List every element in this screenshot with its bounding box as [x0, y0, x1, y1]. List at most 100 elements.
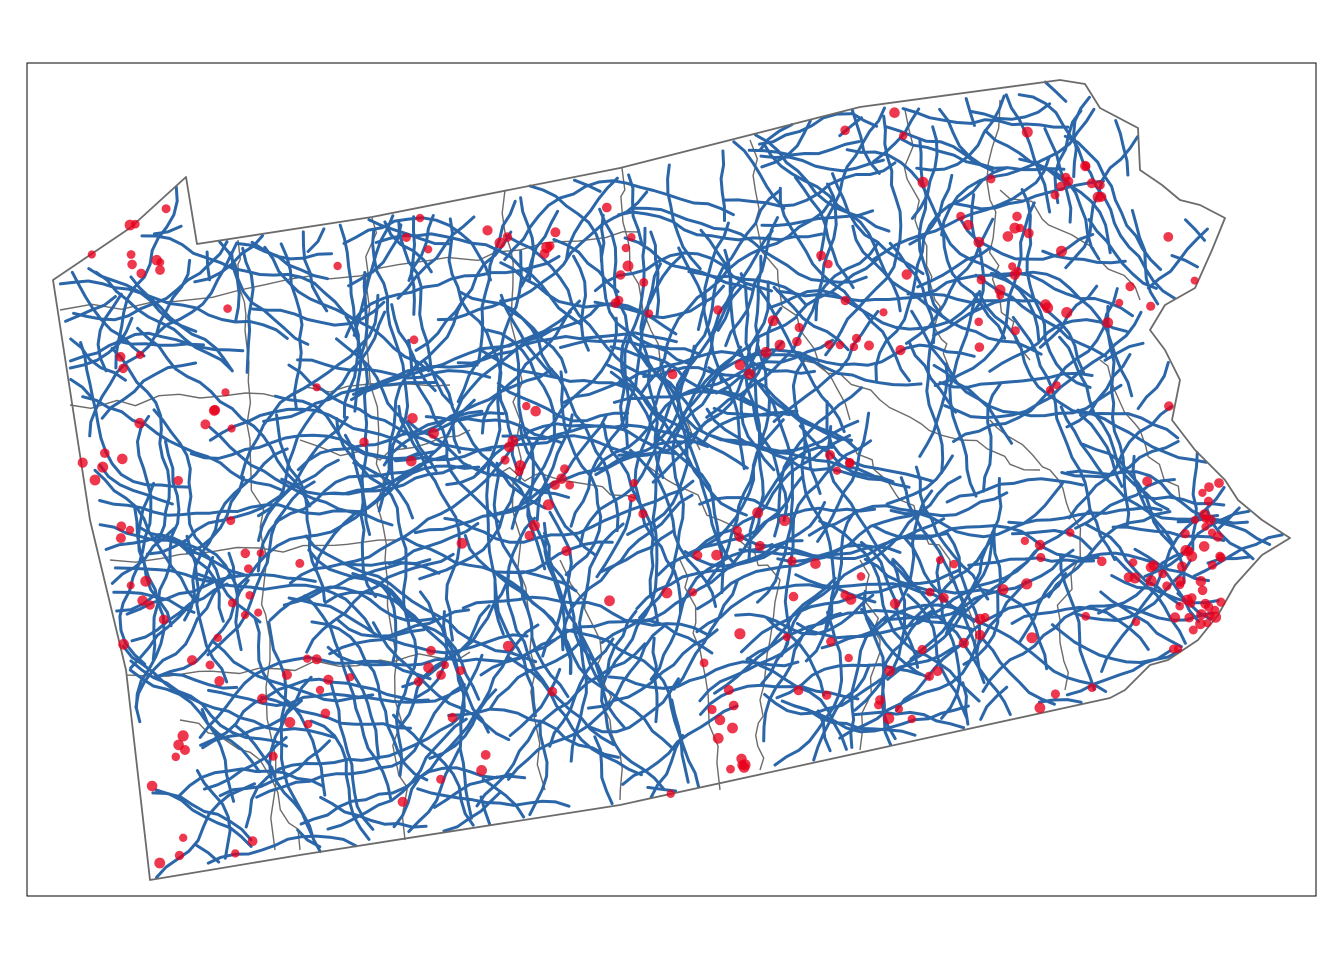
place-marker [1115, 298, 1124, 307]
road [241, 246, 255, 374]
place-marker [832, 466, 842, 475]
place-marker [884, 665, 895, 677]
road [186, 475, 245, 555]
place-marker [810, 558, 821, 569]
road [818, 106, 886, 262]
place-marker [323, 674, 334, 685]
place-marker [974, 317, 983, 327]
road [1059, 405, 1220, 521]
road [94, 270, 233, 371]
place-marker [1009, 269, 1020, 280]
place-marker [688, 588, 698, 597]
road [905, 536, 995, 630]
place-marker [137, 595, 148, 606]
road [888, 241, 936, 345]
road [392, 713, 475, 827]
place-marker [1195, 576, 1207, 587]
place-marker [1045, 385, 1055, 395]
place-markers [77, 107, 1226, 869]
road [638, 345, 743, 620]
road [240, 293, 380, 478]
place-marker [996, 291, 1005, 300]
place-marker [667, 369, 678, 380]
place-marker [413, 677, 423, 687]
road [1146, 227, 1209, 290]
county-boundary [365, 217, 409, 841]
road [746, 656, 848, 751]
place-marker [476, 765, 487, 776]
road [409, 215, 416, 316]
place-marker [1181, 594, 1193, 606]
place-marker [1097, 556, 1107, 567]
road [152, 224, 183, 236]
place-marker [840, 125, 850, 136]
place-marker [1086, 178, 1097, 189]
place-marker [295, 558, 305, 568]
place-marker [932, 666, 943, 677]
road [732, 140, 786, 210]
road [414, 230, 513, 352]
road [754, 133, 891, 233]
road [925, 334, 945, 475]
road [98, 499, 363, 517]
road [957, 612, 1108, 693]
road [744, 343, 976, 367]
road [1065, 649, 1172, 697]
place-marker [629, 479, 638, 487]
road [795, 549, 1038, 640]
road [722, 161, 897, 208]
place-marker [1180, 545, 1192, 557]
place-marker [1158, 569, 1168, 579]
road [795, 258, 879, 317]
road [969, 102, 1052, 121]
road [328, 628, 426, 656]
road [756, 286, 846, 434]
road [394, 434, 643, 463]
road [825, 400, 935, 483]
road [341, 560, 441, 575]
place-marker [502, 232, 513, 242]
place-marker [816, 250, 826, 261]
road [885, 454, 954, 506]
place-marker [1164, 401, 1174, 411]
place-marker [889, 598, 901, 609]
place-marker [627, 233, 636, 242]
place-marker [917, 644, 927, 655]
road [336, 608, 471, 638]
road [1011, 529, 1093, 551]
road [1206, 555, 1251, 565]
place-marker [735, 532, 745, 543]
road [705, 241, 880, 419]
place-marker [407, 413, 418, 424]
road [982, 382, 1002, 493]
road [1192, 533, 1284, 578]
road [885, 125, 978, 165]
place-marker [707, 704, 717, 715]
place-marker [565, 480, 575, 490]
place-marker [774, 339, 786, 351]
place-marker [556, 473, 567, 485]
road [696, 508, 926, 611]
place-marker [231, 849, 240, 858]
place-marker [77, 457, 88, 468]
place-marker [1026, 632, 1038, 644]
place-marker [214, 676, 225, 687]
place-marker [333, 261, 342, 271]
road [548, 637, 615, 748]
road [776, 289, 1001, 304]
road [853, 559, 907, 712]
road [155, 782, 256, 879]
road [640, 199, 833, 395]
place-marker [1012, 211, 1022, 222]
place-marker [213, 633, 222, 642]
road [860, 608, 931, 680]
place-marker [782, 633, 791, 642]
road [338, 223, 360, 419]
place-marker [401, 233, 411, 242]
place-marker [1010, 326, 1020, 336]
place-marker [1096, 191, 1107, 202]
place-marker [793, 685, 804, 696]
place-marker [100, 448, 110, 459]
place-marker [480, 750, 491, 760]
